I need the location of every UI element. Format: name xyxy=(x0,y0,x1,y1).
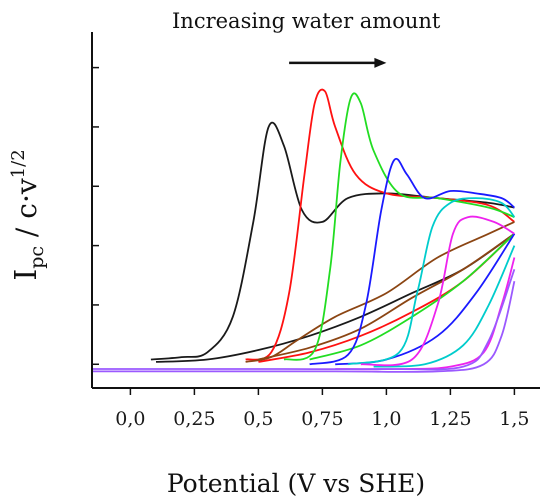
y-axis-title-base: I xyxy=(9,269,44,281)
x-tick-label: 0,5 xyxy=(243,408,273,430)
series-0-reverse-line xyxy=(155,232,515,363)
x-axis-title: Potential (V vs SHE) xyxy=(167,469,425,498)
y-axis-title-sub: pc xyxy=(26,246,48,269)
y-axis-title: Ipc / c·v1/2 xyxy=(8,149,48,280)
y-axis-title-mid: / c·v xyxy=(10,178,43,246)
series-4-forward-line xyxy=(309,157,515,366)
series-3-reverse-line xyxy=(309,233,516,361)
svg-text:Ipc / c·v1/2: Ipc / c·v1/2 xyxy=(8,149,48,280)
x-tick-label: 1,25 xyxy=(429,408,471,430)
series-7-forward-line xyxy=(92,268,516,371)
y-axis-title-sup: 1/2 xyxy=(8,149,29,178)
series-5-forward-line xyxy=(347,197,516,366)
x-tick-label: 0,0 xyxy=(115,408,145,430)
x-tick-label: 1,5 xyxy=(499,408,529,430)
series-2-reverse-line xyxy=(258,232,515,361)
axes-layer xyxy=(91,32,540,389)
annotation-text: Increasing water amount xyxy=(172,9,441,33)
series-5-reverse-line xyxy=(373,245,516,368)
annotation-arrow xyxy=(289,57,387,68)
series-6-forward-line xyxy=(360,215,515,367)
series-1-forward-line xyxy=(245,88,515,361)
annotation-arrow-head xyxy=(374,57,387,68)
series-3-forward-line xyxy=(283,92,515,361)
x-tick-label: 1,0 xyxy=(371,408,401,430)
ticks-layer: 0,0 0,25 0,5 0,75 1,0 1,25 1,5 xyxy=(92,66,530,430)
series-layer xyxy=(92,88,516,373)
x-tick-label: 0,75 xyxy=(301,408,343,430)
series-1-reverse-line xyxy=(258,233,516,363)
series-6-reverse-line xyxy=(335,257,516,371)
series-7-reverse-line xyxy=(92,280,516,373)
series-2-forward-line xyxy=(245,221,515,363)
x-tick-label: 0,25 xyxy=(173,408,215,430)
